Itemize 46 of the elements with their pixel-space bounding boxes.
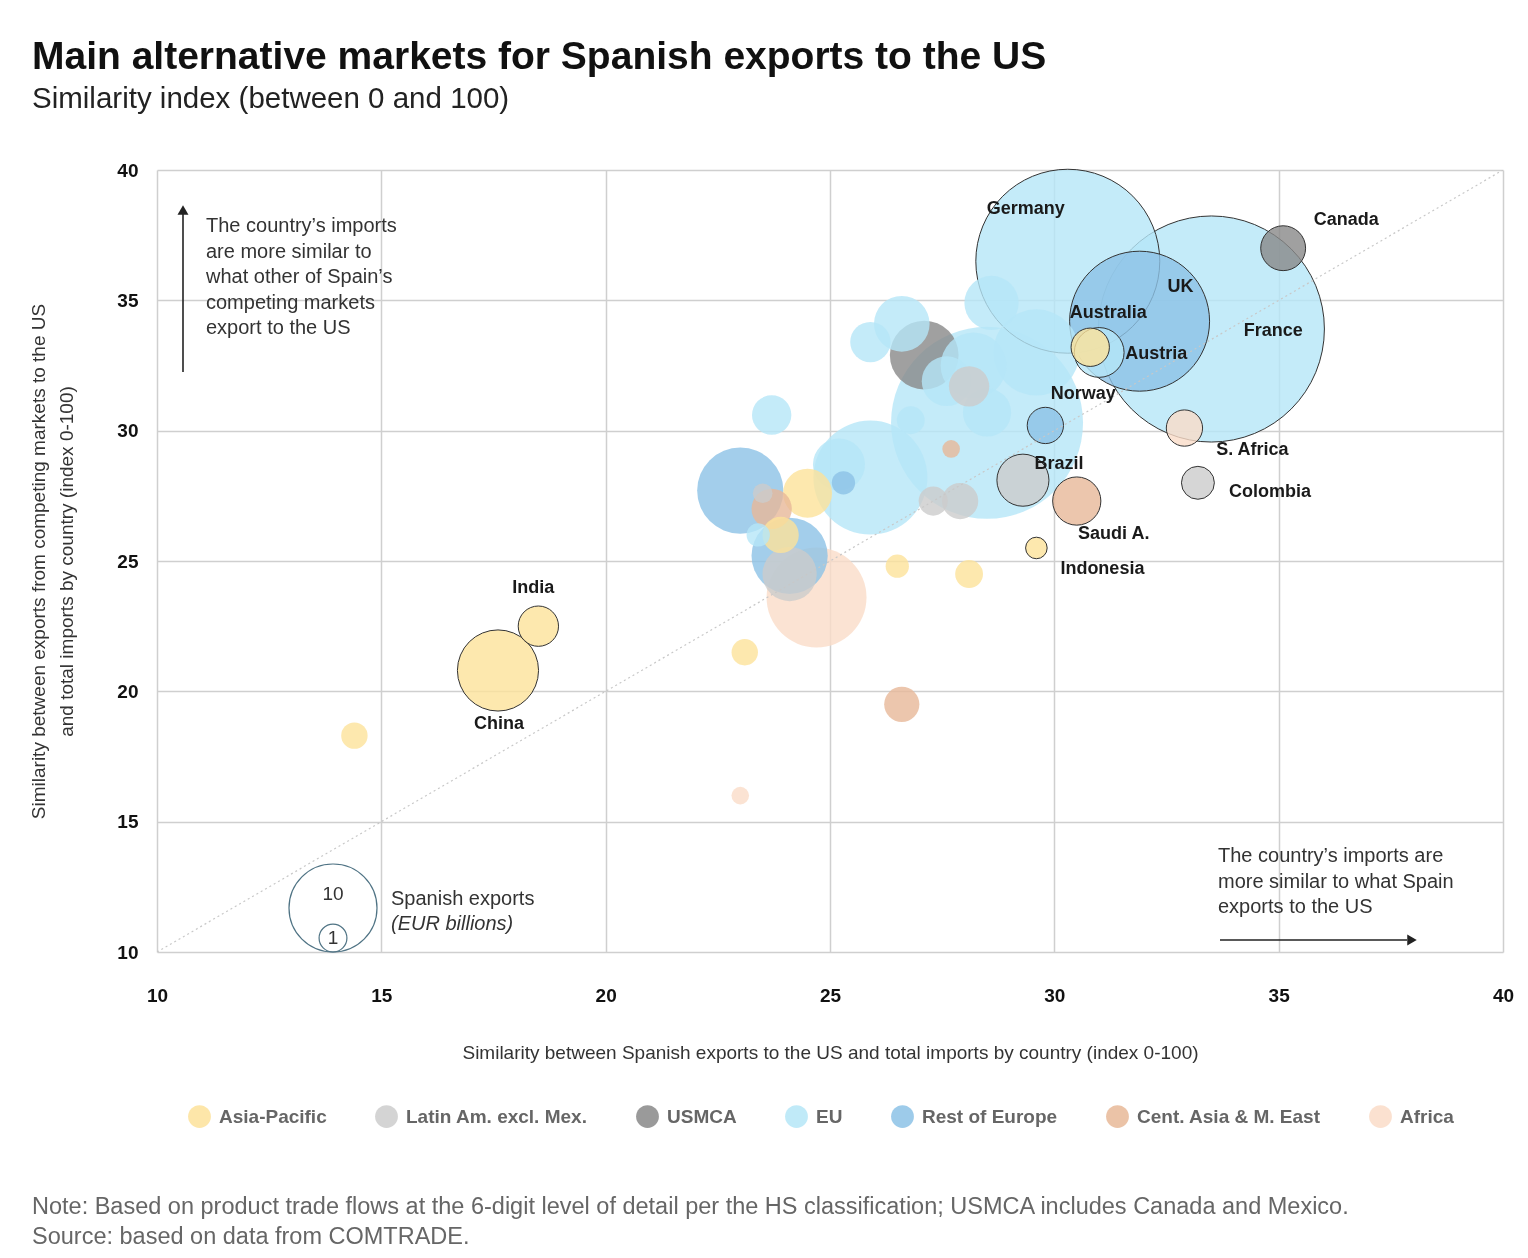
annotation: UK	[1167, 276, 1194, 297]
annotation: Germany	[986, 198, 1065, 219]
x-tick-label: 35	[1268, 984, 1291, 1006]
y-tick-label: 35	[117, 289, 139, 311]
x-tick-label: 20	[595, 984, 617, 1006]
x-tick-label: 25	[819, 984, 842, 1006]
y-tick-label: 10	[117, 941, 139, 963]
legend-title: Spanish exports (EUR billions)	[391, 887, 535, 934]
legend-label: 1	[327, 927, 339, 949]
annotation: India	[512, 577, 556, 598]
annotation: The country’s imports are more similar to what other of Spain’s competing markets export to the US	[205, 214, 397, 338]
annotation: S. Africa	[1216, 439, 1290, 460]
y-tick-label: 20	[117, 680, 139, 702]
annotation: Saudi A.	[1078, 523, 1150, 544]
chart-title: Main alternative markets for Spanish exports to the US	[32, 33, 1047, 77]
legend-label: Latin Am. excl. Mex.	[406, 1105, 587, 1127]
y-tick-label: 40	[117, 159, 139, 181]
y-tick-label: 30	[117, 420, 139, 442]
legend-label: Rest of Europe	[922, 1105, 1058, 1127]
annotation: Brazil	[1034, 453, 1084, 474]
annotation: Australia	[1069, 302, 1148, 323]
annotation: France	[1243, 320, 1303, 341]
annotation: Canada	[1313, 209, 1380, 230]
x-tick-label: 10	[146, 984, 169, 1006]
x-tick-label: 30	[1044, 984, 1066, 1006]
legend-label: Asia-Pacific	[219, 1105, 328, 1127]
annotation: The country’s imports are more similar to what Spain exports to the US	[1218, 844, 1454, 917]
legend-label: USMCA	[667, 1105, 737, 1127]
x-axis-title: Similarity between Spanish exports to the US and total imports by country (index 0-100)	[462, 1041, 1199, 1063]
source-note: Source: based on data from COMTRADE.	[32, 1223, 470, 1249]
legend-label: 10	[322, 883, 344, 905]
annotation: Austria	[1125, 343, 1189, 364]
annotation: China	[473, 713, 525, 734]
x-tick-label: 15	[371, 984, 393, 1006]
y-axis-title: Similarity between exports from competing markets to the US and total imports by country (index 0-100)	[28, 303, 78, 820]
text: Note: Based on product trade flows at the 6-digit level of detail per the HS classification; USMCA includes Canada and Mexico.	[32, 1193, 1349, 1219]
annotation: Colombia	[1228, 480, 1312, 501]
chart-subtitle: Similarity index (between 0 and 100)	[32, 80, 510, 114]
y-tick-label: 15	[117, 811, 139, 833]
legend-label: Cent. Asia & M. East	[1137, 1105, 1321, 1127]
x-tick-label: 40	[1492, 984, 1515, 1006]
legend-label: Africa	[1400, 1105, 1455, 1127]
y-tick-label: 25	[117, 550, 139, 572]
annotation: Indonesia	[1060, 557, 1146, 578]
annotation: Norway	[1050, 383, 1116, 404]
legend-label: EU	[816, 1105, 843, 1127]
